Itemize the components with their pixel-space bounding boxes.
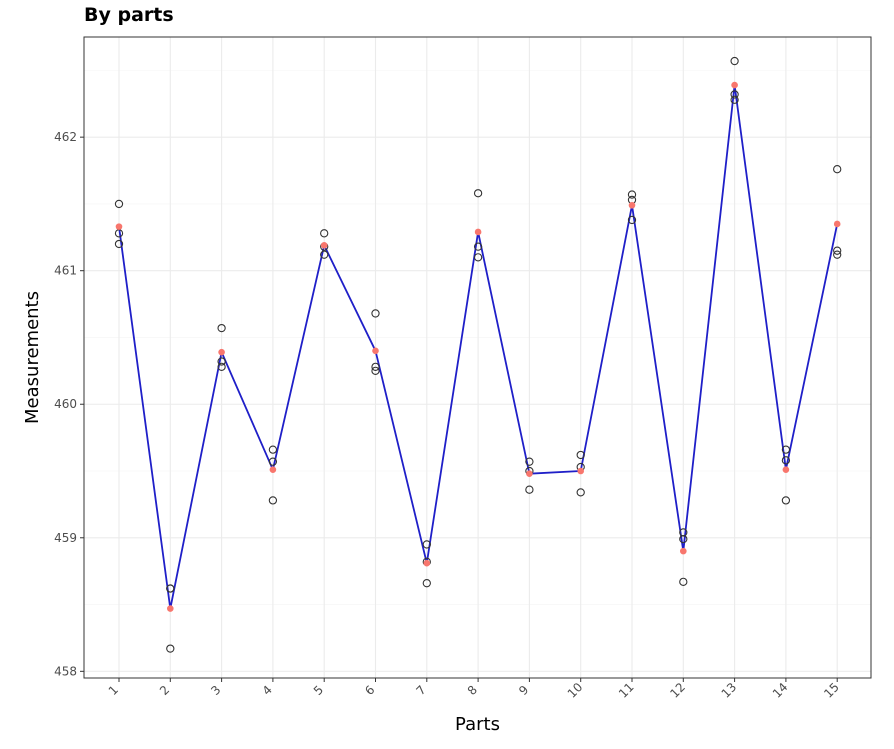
mean-point <box>218 348 225 356</box>
mean-point <box>680 547 687 555</box>
observation-point <box>679 577 688 586</box>
mean-point <box>782 466 790 473</box>
y-axis-title: Measurements <box>22 291 43 424</box>
observation-point <box>114 239 124 249</box>
observation-point <box>217 357 226 366</box>
mean-point <box>423 559 431 567</box>
observation-point <box>320 250 329 259</box>
x-tick-label: 12 <box>667 680 688 701</box>
grid-minor <box>84 70 871 605</box>
x-axis: 1 2 3 4 5 6 7 8 9 10 11 12 13 14 15 <box>106 678 842 701</box>
observation-point <box>833 246 842 255</box>
observation-point <box>166 644 175 653</box>
observation-point <box>114 199 124 209</box>
observation-point <box>833 250 842 259</box>
y-tick-label: 461 <box>54 264 77 278</box>
observation-point <box>730 95 739 104</box>
observation-point <box>781 496 791 505</box>
y-tick-label: 460 <box>54 397 77 411</box>
mean-point <box>731 81 738 89</box>
mean-point <box>833 220 841 228</box>
mean-point <box>167 605 174 612</box>
observation-point <box>217 362 226 371</box>
observation-point <box>422 579 431 588</box>
observation-point <box>576 488 585 497</box>
observation-point <box>473 253 483 262</box>
observation-point <box>525 485 534 494</box>
chart-title: By parts <box>84 4 174 26</box>
x-tick-label: 15 <box>821 680 842 701</box>
observation-point <box>781 445 791 454</box>
observation-point <box>473 242 483 251</box>
observation-point <box>371 309 380 318</box>
x-tick-label: 2 <box>157 683 172 698</box>
observation-point <box>371 366 380 376</box>
observation-point <box>525 457 534 466</box>
y-tick-label: 459 <box>54 531 77 545</box>
observation-point <box>371 362 380 371</box>
x-tick-label: 13 <box>719 680 740 701</box>
mean-point <box>628 201 636 209</box>
x-tick-label: 7 <box>413 683 428 698</box>
x-tick-label: 4 <box>260 683 275 698</box>
x-tick-label: 8 <box>465 683 480 698</box>
observation-point <box>627 215 637 225</box>
x-tick-label: 6 <box>362 683 377 698</box>
y-tick-label: 462 <box>54 130 77 144</box>
mean-points <box>115 81 841 612</box>
observation-point <box>781 456 791 465</box>
observation-point <box>833 165 842 174</box>
observation-point <box>730 90 739 99</box>
x-tick-label: 5 <box>311 683 326 698</box>
observation-point <box>730 56 739 66</box>
observation-point <box>576 450 585 460</box>
x-tick-label: 9 <box>516 683 531 698</box>
mean-point <box>269 466 277 473</box>
observation-point <box>166 584 175 593</box>
observation-point <box>627 190 637 199</box>
x-tick-label: 3 <box>208 683 223 698</box>
y-axis: 458 459 460 461 462 <box>54 130 84 678</box>
mean-point <box>320 242 328 249</box>
observation-point <box>268 457 278 466</box>
x-tick-label: 1 <box>106 683 121 698</box>
mean-point <box>577 467 584 475</box>
x-tick-label: 14 <box>770 680 791 701</box>
grid-major <box>84 37 871 678</box>
x-tick-label: 10 <box>565 680 586 701</box>
observation-point <box>422 540 431 549</box>
mean-point <box>372 347 379 355</box>
panel-border <box>83 36 872 679</box>
observation-point <box>473 189 483 198</box>
x-tick-label: 11 <box>616 680 637 701</box>
mean-point <box>115 223 123 230</box>
x-axis-title: Parts <box>455 714 500 735</box>
observation-point <box>679 534 688 544</box>
mean-point <box>526 470 533 477</box>
observation-point <box>268 496 278 505</box>
y-tick-label: 458 <box>54 664 77 678</box>
observation-points <box>114 56 842 653</box>
observation-point <box>268 445 278 454</box>
observation-point <box>320 229 329 238</box>
observation-point <box>217 323 226 333</box>
mean-point <box>474 228 482 236</box>
